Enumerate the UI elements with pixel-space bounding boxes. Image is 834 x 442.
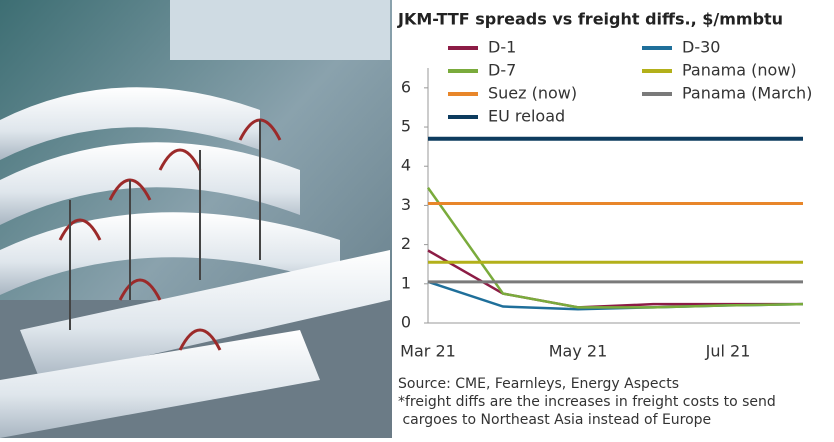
legend-label: D-30 — [682, 38, 720, 57]
y-tick-label: 5 — [401, 117, 411, 136]
legend-label: EU reload — [488, 107, 565, 126]
y-tick-label: 6 — [401, 77, 411, 96]
legend-label: Panama (now) — [682, 61, 797, 80]
legend-label: Suez (now) — [488, 84, 577, 103]
photo — [0, 0, 392, 438]
legend-label: D-7 — [488, 61, 516, 80]
y-tick-label: 2 — [401, 234, 411, 253]
legend-label: Panama (March) — [682, 84, 812, 103]
legend-label: D-1 — [488, 38, 516, 57]
x-tick-label: Mar 21 — [400, 342, 456, 361]
footnote: cargoes to Northeast Asia instead of Eur… — [398, 412, 711, 428]
x-tick-label: Jul 21 — [705, 342, 751, 361]
y-tick-label: 0 — [401, 313, 411, 332]
footnote: Source: CME, Fearnleys, Energy Aspects — [398, 376, 679, 392]
y-tick-label: 1 — [401, 273, 411, 292]
y-tick-label: 3 — [401, 195, 411, 214]
footnote: *freight diffs are the increases in frei… — [398, 394, 776, 410]
y-tick-label: 4 — [401, 156, 411, 175]
series-line — [426, 187, 804, 309]
chart-title: JKM-TTF spreads vs freight diffs., $/mmb… — [397, 10, 783, 29]
x-tick-label: May 21 — [549, 342, 608, 361]
